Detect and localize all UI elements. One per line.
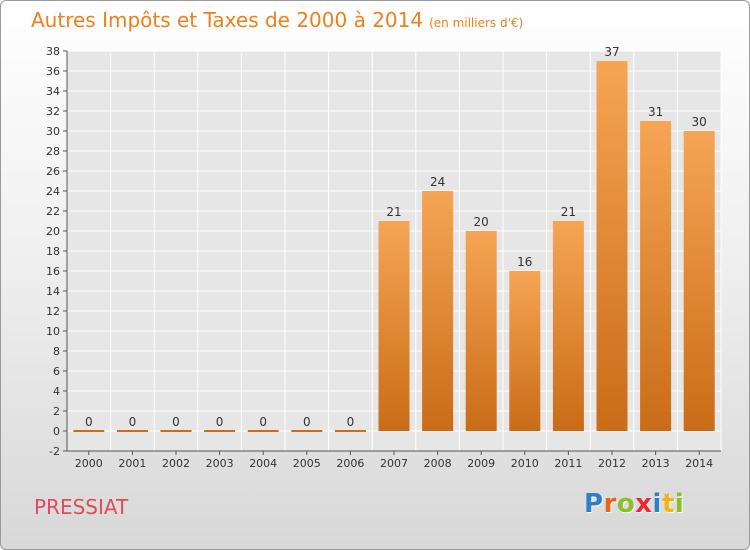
logo-letter: t bbox=[661, 489, 675, 519]
y-tick-label: 4 bbox=[53, 385, 60, 398]
x-tick-label: 2011 bbox=[554, 457, 582, 470]
x-tick-label: 2000 bbox=[75, 457, 103, 470]
data-label: 24 bbox=[430, 175, 445, 189]
bar bbox=[73, 430, 105, 432]
data-label: 21 bbox=[561, 205, 576, 219]
data-label: 37 bbox=[604, 45, 619, 59]
x-tick-label: 2012 bbox=[598, 457, 626, 470]
y-tick-label: 14 bbox=[46, 285, 60, 298]
x-tick-label: 2013 bbox=[642, 457, 670, 470]
data-label: 0 bbox=[85, 415, 93, 429]
bar bbox=[291, 430, 323, 432]
x-tick-label: 2005 bbox=[293, 457, 321, 470]
data-label: 0 bbox=[129, 415, 137, 429]
data-label: 0 bbox=[259, 415, 267, 429]
data-label: 0 bbox=[216, 415, 224, 429]
proxiti-logo: Proxiti bbox=[584, 489, 684, 519]
data-label: 30 bbox=[692, 115, 707, 129]
bar bbox=[422, 191, 454, 431]
y-tick-label: -2 bbox=[49, 445, 60, 458]
y-tick-label: 24 bbox=[46, 185, 60, 198]
y-tick-label: 32 bbox=[46, 105, 60, 118]
x-tick-label: 2001 bbox=[118, 457, 146, 470]
commune-name: PRESSIAT bbox=[34, 495, 129, 519]
bar bbox=[552, 221, 584, 431]
x-tick-label: 2004 bbox=[249, 457, 277, 470]
y-tick-label: 10 bbox=[46, 325, 60, 338]
y-tick-label: 34 bbox=[46, 85, 60, 98]
y-tick-label: 0 bbox=[53, 425, 60, 438]
x-tick-label: 2010 bbox=[511, 457, 539, 470]
data-label: 0 bbox=[303, 415, 311, 429]
bar bbox=[378, 221, 410, 431]
bar bbox=[116, 430, 148, 432]
bar bbox=[334, 430, 366, 432]
data-label: 0 bbox=[172, 415, 180, 429]
x-tick-label: 2007 bbox=[380, 457, 408, 470]
bar bbox=[465, 231, 497, 431]
logo-letter: i bbox=[652, 489, 662, 519]
y-tick-label: 12 bbox=[46, 305, 60, 318]
y-tick-label: 28 bbox=[46, 145, 60, 158]
logo-letter: o bbox=[616, 489, 636, 519]
x-tick-label: 2008 bbox=[424, 457, 452, 470]
y-tick-label: 2 bbox=[53, 405, 60, 418]
bar bbox=[640, 121, 672, 431]
bar bbox=[247, 430, 279, 432]
data-label: 31 bbox=[648, 105, 663, 119]
bar bbox=[509, 271, 541, 431]
chart-unit: (en milliers d'€) bbox=[429, 16, 524, 30]
data-label: 0 bbox=[347, 415, 355, 429]
x-tick-label: 2003 bbox=[206, 457, 234, 470]
y-tick-label: 22 bbox=[46, 205, 60, 218]
logo-letter: r bbox=[603, 489, 617, 519]
y-tick-label: 16 bbox=[46, 265, 60, 278]
y-tick-label: 20 bbox=[46, 225, 60, 238]
y-tick-label: 8 bbox=[53, 345, 60, 358]
bar bbox=[160, 430, 192, 432]
y-tick-label: 18 bbox=[46, 245, 60, 258]
x-tick-label: 2006 bbox=[336, 457, 364, 470]
y-tick-label: 6 bbox=[53, 365, 60, 378]
y-tick-label: 38 bbox=[46, 45, 60, 58]
y-tick-label: 30 bbox=[46, 125, 60, 138]
logo-letter: P bbox=[584, 489, 604, 519]
x-tick-label: 2014 bbox=[685, 457, 713, 470]
data-label: 16 bbox=[517, 255, 532, 269]
y-tick-label: 26 bbox=[46, 165, 60, 178]
chart-title-text: Autres Impôts et Taxes de 2000 à 2014 bbox=[31, 8, 424, 32]
y-tick-label: 36 bbox=[46, 65, 60, 78]
x-tick-label: 2002 bbox=[162, 457, 190, 470]
data-label: 20 bbox=[474, 215, 489, 229]
logo-letter: i bbox=[674, 489, 685, 519]
bar bbox=[596, 61, 628, 431]
bar bbox=[683, 131, 715, 431]
logo-letter: x bbox=[635, 489, 653, 519]
x-tick-label: 2009 bbox=[467, 457, 495, 470]
chart-title: Autres Impôts et Taxes de 2000 à 2014 (en… bbox=[31, 8, 523, 32]
bar bbox=[204, 430, 236, 432]
data-label: 21 bbox=[386, 205, 401, 219]
